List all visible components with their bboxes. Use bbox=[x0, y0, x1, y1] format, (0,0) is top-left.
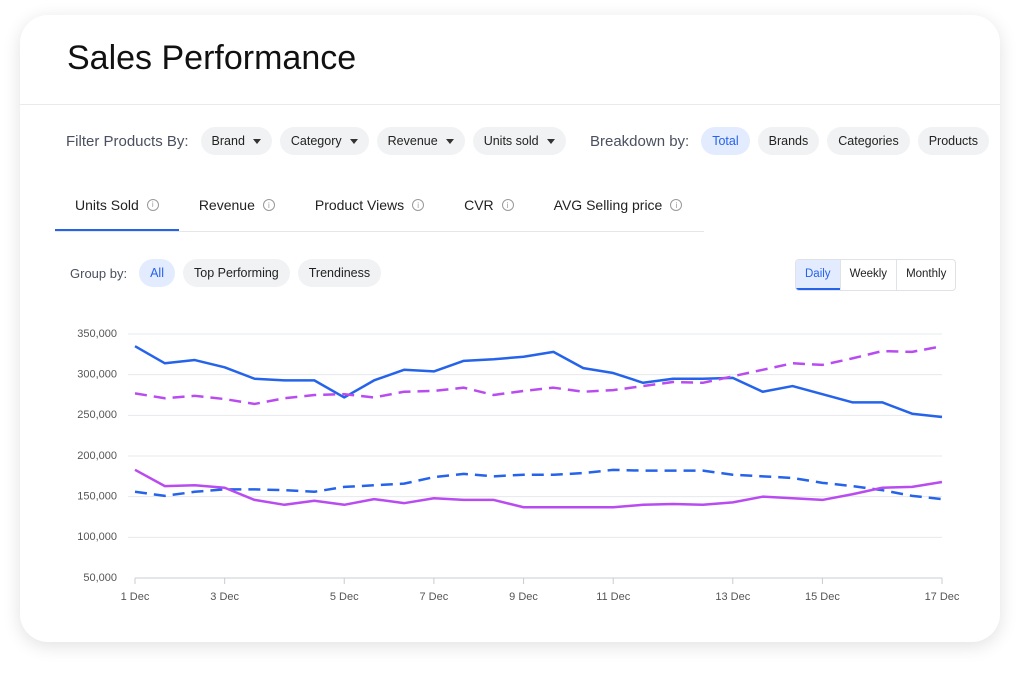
caret-icon bbox=[546, 138, 555, 144]
filter-label: Filter Products By: bbox=[66, 133, 189, 150]
breakdown-chip-text: Products bbox=[928, 134, 979, 148]
group-by-label: Group by: bbox=[70, 266, 127, 281]
info-icon: i bbox=[501, 199, 514, 211]
breakdown-chip[interactable]: Products bbox=[917, 127, 990, 155]
y-tick-label: 350,000 bbox=[77, 328, 117, 340]
filter-dropdown[interactable]: Units sold bbox=[472, 127, 566, 155]
filter-dropdown-text: Units sold bbox=[483, 134, 539, 148]
period-button[interactable]: Daily bbox=[796, 260, 840, 290]
group-by-label-text: Group by: bbox=[70, 265, 128, 281]
y-tick-label: 300,000 bbox=[77, 369, 117, 381]
group-chip[interactable]: Top Performing bbox=[183, 259, 290, 287]
tab-text: Units Sold bbox=[75, 196, 139, 213]
series-line bbox=[134, 468, 943, 501]
series-line bbox=[134, 344, 943, 406]
x-tick-label: 17 Dec bbox=[925, 591, 960, 603]
info-icon: i bbox=[670, 199, 683, 211]
group-chip[interactable]: Trendiness bbox=[297, 259, 382, 287]
x-tick-label: 1 Dec bbox=[121, 591, 150, 603]
y-tick-label: 100,000 bbox=[77, 531, 117, 543]
tabs: Units Sold i Revenue i Product Views i CVR i AVG… bbox=[55, 180, 704, 232]
breakdown-chip[interactable]: Categories bbox=[827, 127, 910, 155]
filter-dropdown-text: Revenue bbox=[387, 134, 438, 148]
breakdown-chip-text: Categories bbox=[838, 134, 899, 148]
tab-text: Revenue bbox=[198, 197, 255, 213]
group-chip-text: Top Performing bbox=[194, 266, 279, 280]
x-tick-label: 15 Dec bbox=[805, 591, 840, 603]
group-chip[interactable]: All bbox=[139, 259, 175, 287]
title: Sales Performance bbox=[67, 39, 357, 77]
separator bbox=[20, 104, 1000, 105]
group-chip-text: All bbox=[150, 266, 164, 280]
breakdown-chip[interactable]: Total bbox=[701, 127, 750, 155]
x-tick-label: 9 Dec bbox=[509, 591, 538, 603]
caret-icon bbox=[252, 138, 261, 144]
x-tick-label: 7 Dec bbox=[420, 591, 449, 603]
period-button-text: Weekly bbox=[849, 268, 888, 280]
tab[interactable]: Revenue i bbox=[179, 180, 295, 230]
tab-text: Product Views bbox=[314, 197, 405, 213]
tab[interactable]: CVR i bbox=[444, 180, 534, 230]
tab-text: CVR bbox=[464, 197, 494, 213]
series-line bbox=[134, 468, 943, 509]
period-button-text: Monthly bbox=[906, 268, 947, 280]
y-tick-label: 50,000 bbox=[83, 572, 117, 584]
breakdown-chip-text: Brands bbox=[768, 134, 809, 148]
group-by-row: Group by: All Top Performing Trendiness bbox=[70, 259, 382, 287]
filter-dropdown[interactable]: Brand bbox=[200, 127, 272, 155]
info-icon: i bbox=[146, 198, 159, 211]
filter-row: Filter Products By: Brand Category Revenue U… bbox=[66, 127, 566, 155]
caret-icon bbox=[349, 138, 358, 144]
breakdown-chip[interactable]: Brands bbox=[757, 127, 820, 155]
y-tick-label: 200,000 bbox=[77, 450, 117, 462]
breakdown-chip-text: Total bbox=[712, 134, 739, 148]
y-tick-label: 250,000 bbox=[77, 409, 117, 421]
x-tick-label: 13 Dec bbox=[715, 591, 750, 603]
info-icon: i bbox=[262, 199, 275, 211]
y-tick-label: 150,000 bbox=[77, 491, 117, 503]
period-button[interactable]: Weekly bbox=[839, 260, 897, 290]
caret-icon bbox=[445, 138, 454, 144]
filter-label-text: Filter Products By: bbox=[66, 132, 189, 150]
series-line bbox=[134, 345, 943, 419]
x-tick-label: 3 Dec bbox=[210, 591, 239, 603]
filter-dropdown[interactable]: Category bbox=[279, 127, 369, 155]
tab[interactable]: Product Views i bbox=[295, 180, 444, 230]
chart: 50,000 100,000 150,000 200,000 250,000 300,00… bbox=[77, 328, 960, 603]
breakdown-row: Breakdown by: Total Brands Categories Produc… bbox=[590, 127, 990, 155]
filter-dropdown-text: Category bbox=[290, 134, 342, 148]
period-button-text: Daily bbox=[805, 268, 831, 280]
filter-dropdown[interactable]: Revenue bbox=[376, 127, 465, 155]
period-button[interactable]: Monthly bbox=[896, 260, 955, 290]
tab-text: AVG Selling price bbox=[553, 197, 663, 213]
period-toggle: Daily Weekly Monthly bbox=[795, 259, 957, 291]
x-tick-label: 5 Dec bbox=[330, 591, 359, 603]
tab[interactable]: AVG Selling price i bbox=[534, 180, 703, 230]
tab[interactable]: Units Sold i bbox=[55, 180, 179, 231]
breakdown-label-text: Breakdown by: bbox=[590, 132, 690, 150]
group-chip-text: Trendiness bbox=[308, 266, 371, 280]
breakdown-label: Breakdown by: bbox=[590, 133, 689, 150]
x-tick-label: 11 Dec bbox=[596, 591, 631, 603]
info-icon: i bbox=[412, 199, 425, 211]
filter-dropdown-text: Brand bbox=[211, 134, 245, 148]
